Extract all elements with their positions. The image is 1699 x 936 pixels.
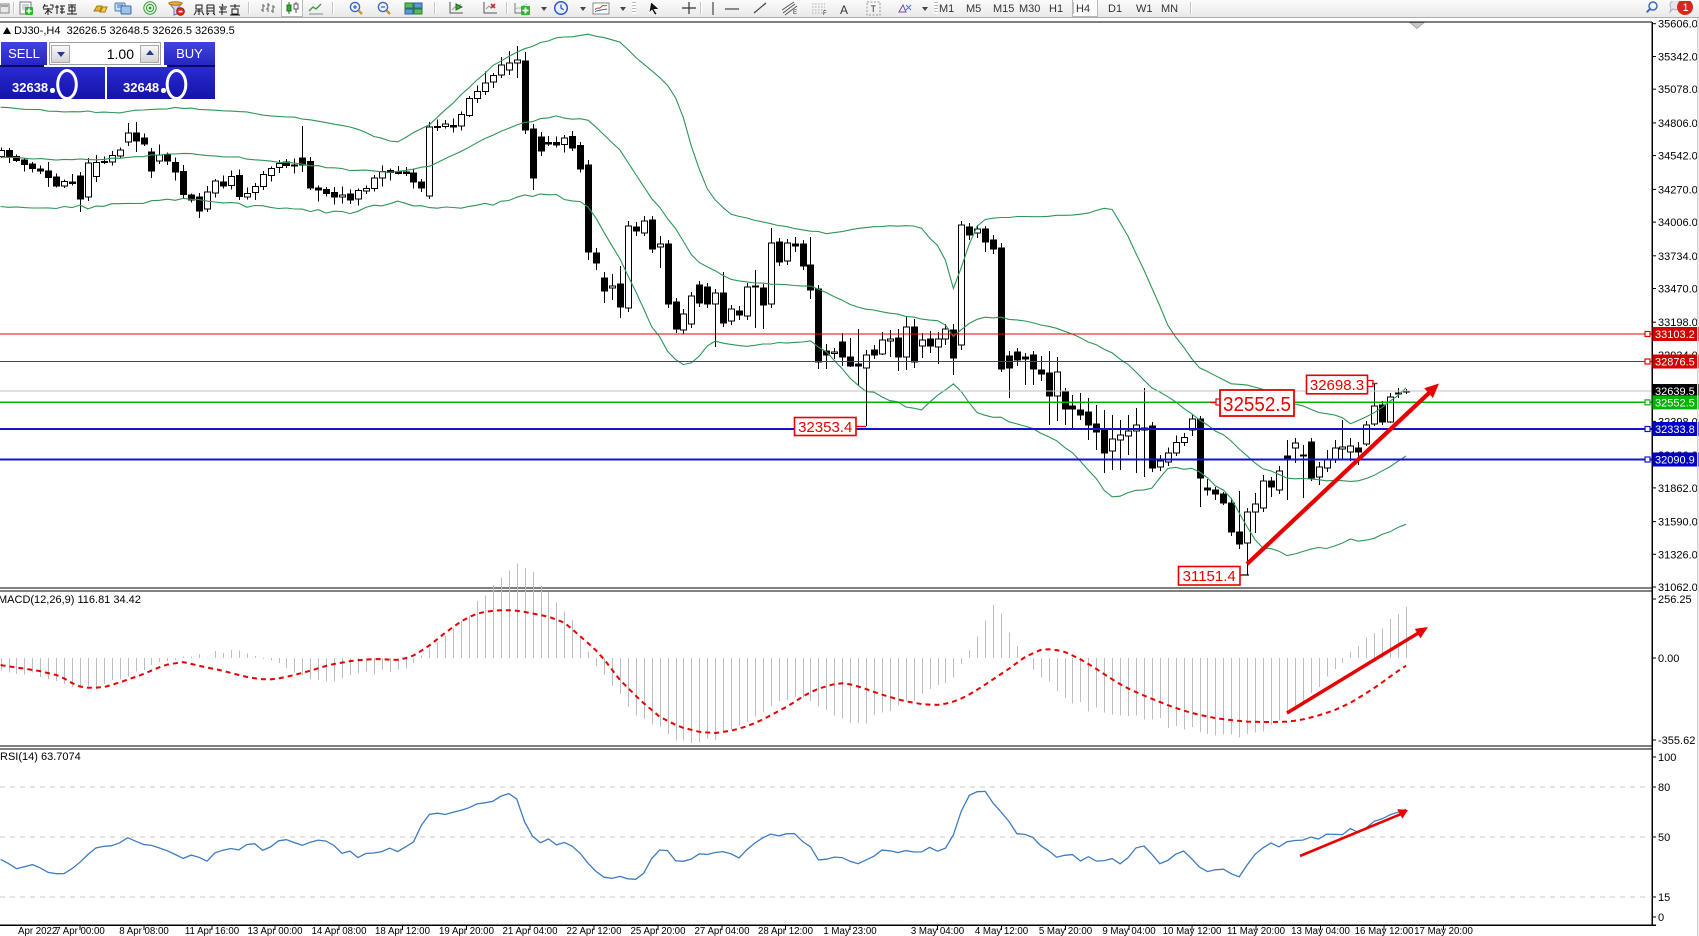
svg-text:13 Apr 00:00: 13 Apr 00:00: [248, 926, 304, 936]
svg-text:32333.8: 32333.8: [1655, 424, 1695, 436]
svg-text:1 May 23:00: 1 May 23:00: [823, 926, 877, 936]
svg-text:34806.0: 34806.0: [1658, 118, 1698, 130]
svg-text:13 May 04:00: 13 May 04:00: [1291, 926, 1350, 936]
svg-text:9 May 04:00: 9 May 04:00: [1102, 926, 1156, 936]
svg-text:RSI(14) 63.7074: RSI(14) 63.7074: [0, 751, 81, 763]
svg-text:35078.0: 35078.0: [1658, 84, 1698, 96]
svg-text:-355.62: -355.62: [1658, 735, 1695, 747]
svg-text:10 May 12:00: 10 May 12:00: [1163, 926, 1222, 936]
svg-text:28 Apr 12:00: 28 Apr 12:00: [758, 926, 814, 936]
svg-text:17 May 20:00: 17 May 20:00: [1414, 926, 1473, 936]
svg-text:4 May 12:00: 4 May 12:00: [975, 926, 1029, 936]
svg-text:MACD(12,26,9) 116.81 34.42: MACD(12,26,9) 116.81 34.42: [0, 594, 141, 606]
svg-text:32639.5: 32639.5: [1655, 386, 1695, 398]
svg-text:33103.2: 33103.2: [1655, 329, 1695, 341]
svg-text:25 Apr 20:00: 25 Apr 20:00: [631, 926, 687, 936]
svg-text:33470.0: 33470.0: [1658, 284, 1698, 296]
svg-text:80: 80: [1658, 782, 1670, 794]
svg-text:T: T: [871, 4, 877, 14]
svg-text:7 Apr 00:00: 7 Apr 00:00: [55, 926, 105, 936]
svg-text:31151.4: 31151.4: [1183, 568, 1236, 585]
svg-text:16 May 12:00: 16 May 12:00: [1355, 926, 1414, 936]
svg-text:11 Apr 16:00: 11 Apr 16:00: [185, 926, 240, 936]
svg-text:0: 0: [1658, 912, 1664, 924]
svg-text:32552.5: 32552.5: [1655, 397, 1695, 409]
svg-text:14 Apr 08:00: 14 Apr 08:00: [312, 926, 368, 936]
svg-text:31590.0: 31590.0: [1658, 517, 1698, 529]
svg-text:11 May 20:00: 11 May 20:00: [1227, 926, 1286, 936]
svg-text:F: F: [823, 11, 827, 16]
svg-text:3 May 04:00: 3 May 04:00: [911, 926, 965, 936]
svg-text:34270.0: 34270.0: [1658, 184, 1698, 196]
svg-text:5 May 20:00: 5 May 20:00: [1039, 926, 1093, 936]
svg-text:19 Apr 20:00: 19 Apr 20:00: [439, 926, 495, 936]
svg-text:8 Apr 08:00: 8 Apr 08:00: [119, 926, 169, 936]
svg-text:0.00: 0.00: [1658, 653, 1679, 665]
svg-text:31062.0: 31062.0: [1658, 582, 1698, 594]
svg-text:21 Apr 04:00: 21 Apr 04:00: [503, 926, 559, 936]
svg-text:34542.0: 34542.0: [1658, 151, 1698, 163]
svg-text:256.25: 256.25: [1658, 594, 1692, 606]
svg-text:31862.0: 31862.0: [1658, 483, 1698, 495]
svg-text:100: 100: [1658, 752, 1676, 764]
svg-text:35342.0: 35342.0: [1658, 52, 1698, 64]
svg-text:32876.5: 32876.5: [1655, 357, 1695, 369]
svg-text:50: 50: [1658, 832, 1670, 844]
svg-text:32698.3: 32698.3: [1310, 377, 1364, 394]
svg-text:22 Apr 12:00: 22 Apr 12:00: [567, 926, 623, 936]
svg-text:32552.5: 32552.5: [1223, 394, 1291, 416]
svg-text:Apr 2022: Apr 2022: [18, 926, 57, 936]
svg-text:35606.0: 35606.0: [1658, 19, 1698, 31]
svg-text:15: 15: [1658, 892, 1670, 904]
svg-text:32090.9: 32090.9: [1655, 455, 1695, 467]
svg-text:1: 1: [1683, 2, 1689, 14]
svg-text:34006.0: 34006.0: [1658, 217, 1698, 229]
svg-text:33198.0: 33198.0: [1658, 317, 1698, 329]
svg-text:E: E: [793, 10, 797, 16]
svg-text:32353.4: 32353.4: [798, 419, 852, 436]
svg-text:18 Apr 12:00: 18 Apr 12:00: [375, 926, 431, 936]
svg-text:31326.0: 31326.0: [1658, 549, 1698, 561]
svg-text:27 Apr 04:00: 27 Apr 04:00: [695, 926, 751, 936]
svg-text:33734.0: 33734.0: [1658, 251, 1698, 263]
